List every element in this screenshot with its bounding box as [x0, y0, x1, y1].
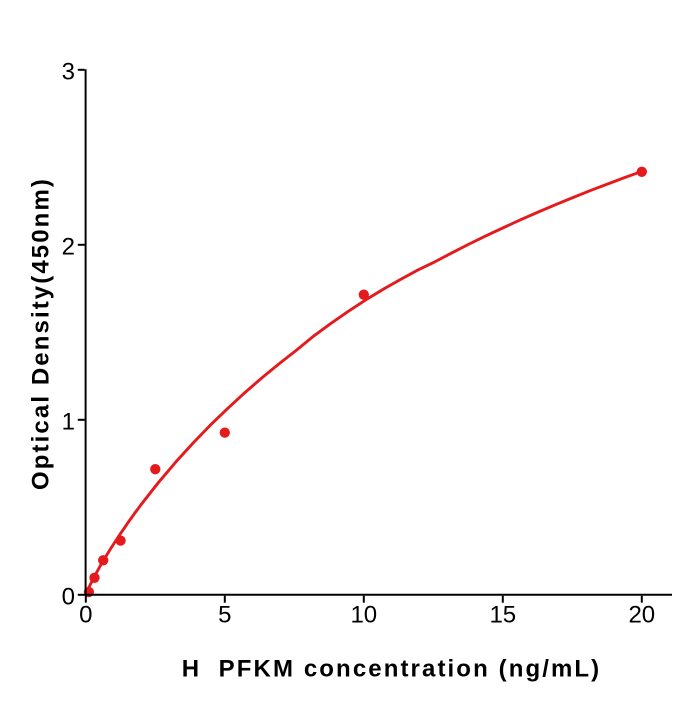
svg-text:3: 3 — [62, 58, 75, 85]
svg-text:20: 20 — [628, 602, 655, 629]
svg-text:15: 15 — [489, 602, 516, 629]
svg-text:2: 2 — [62, 233, 75, 260]
svg-text:0: 0 — [79, 602, 92, 629]
svg-text:5: 5 — [218, 602, 231, 629]
svg-text:10: 10 — [350, 602, 377, 629]
svg-text:H PFKM concentration (ng/mL): H PFKM concentration (ng/mL) — [182, 656, 602, 683]
svg-text:1: 1 — [62, 408, 75, 435]
svg-text:Optical Density(450nm): Optical Density(450nm) — [27, 177, 54, 490]
svg-text:0: 0 — [62, 583, 75, 610]
